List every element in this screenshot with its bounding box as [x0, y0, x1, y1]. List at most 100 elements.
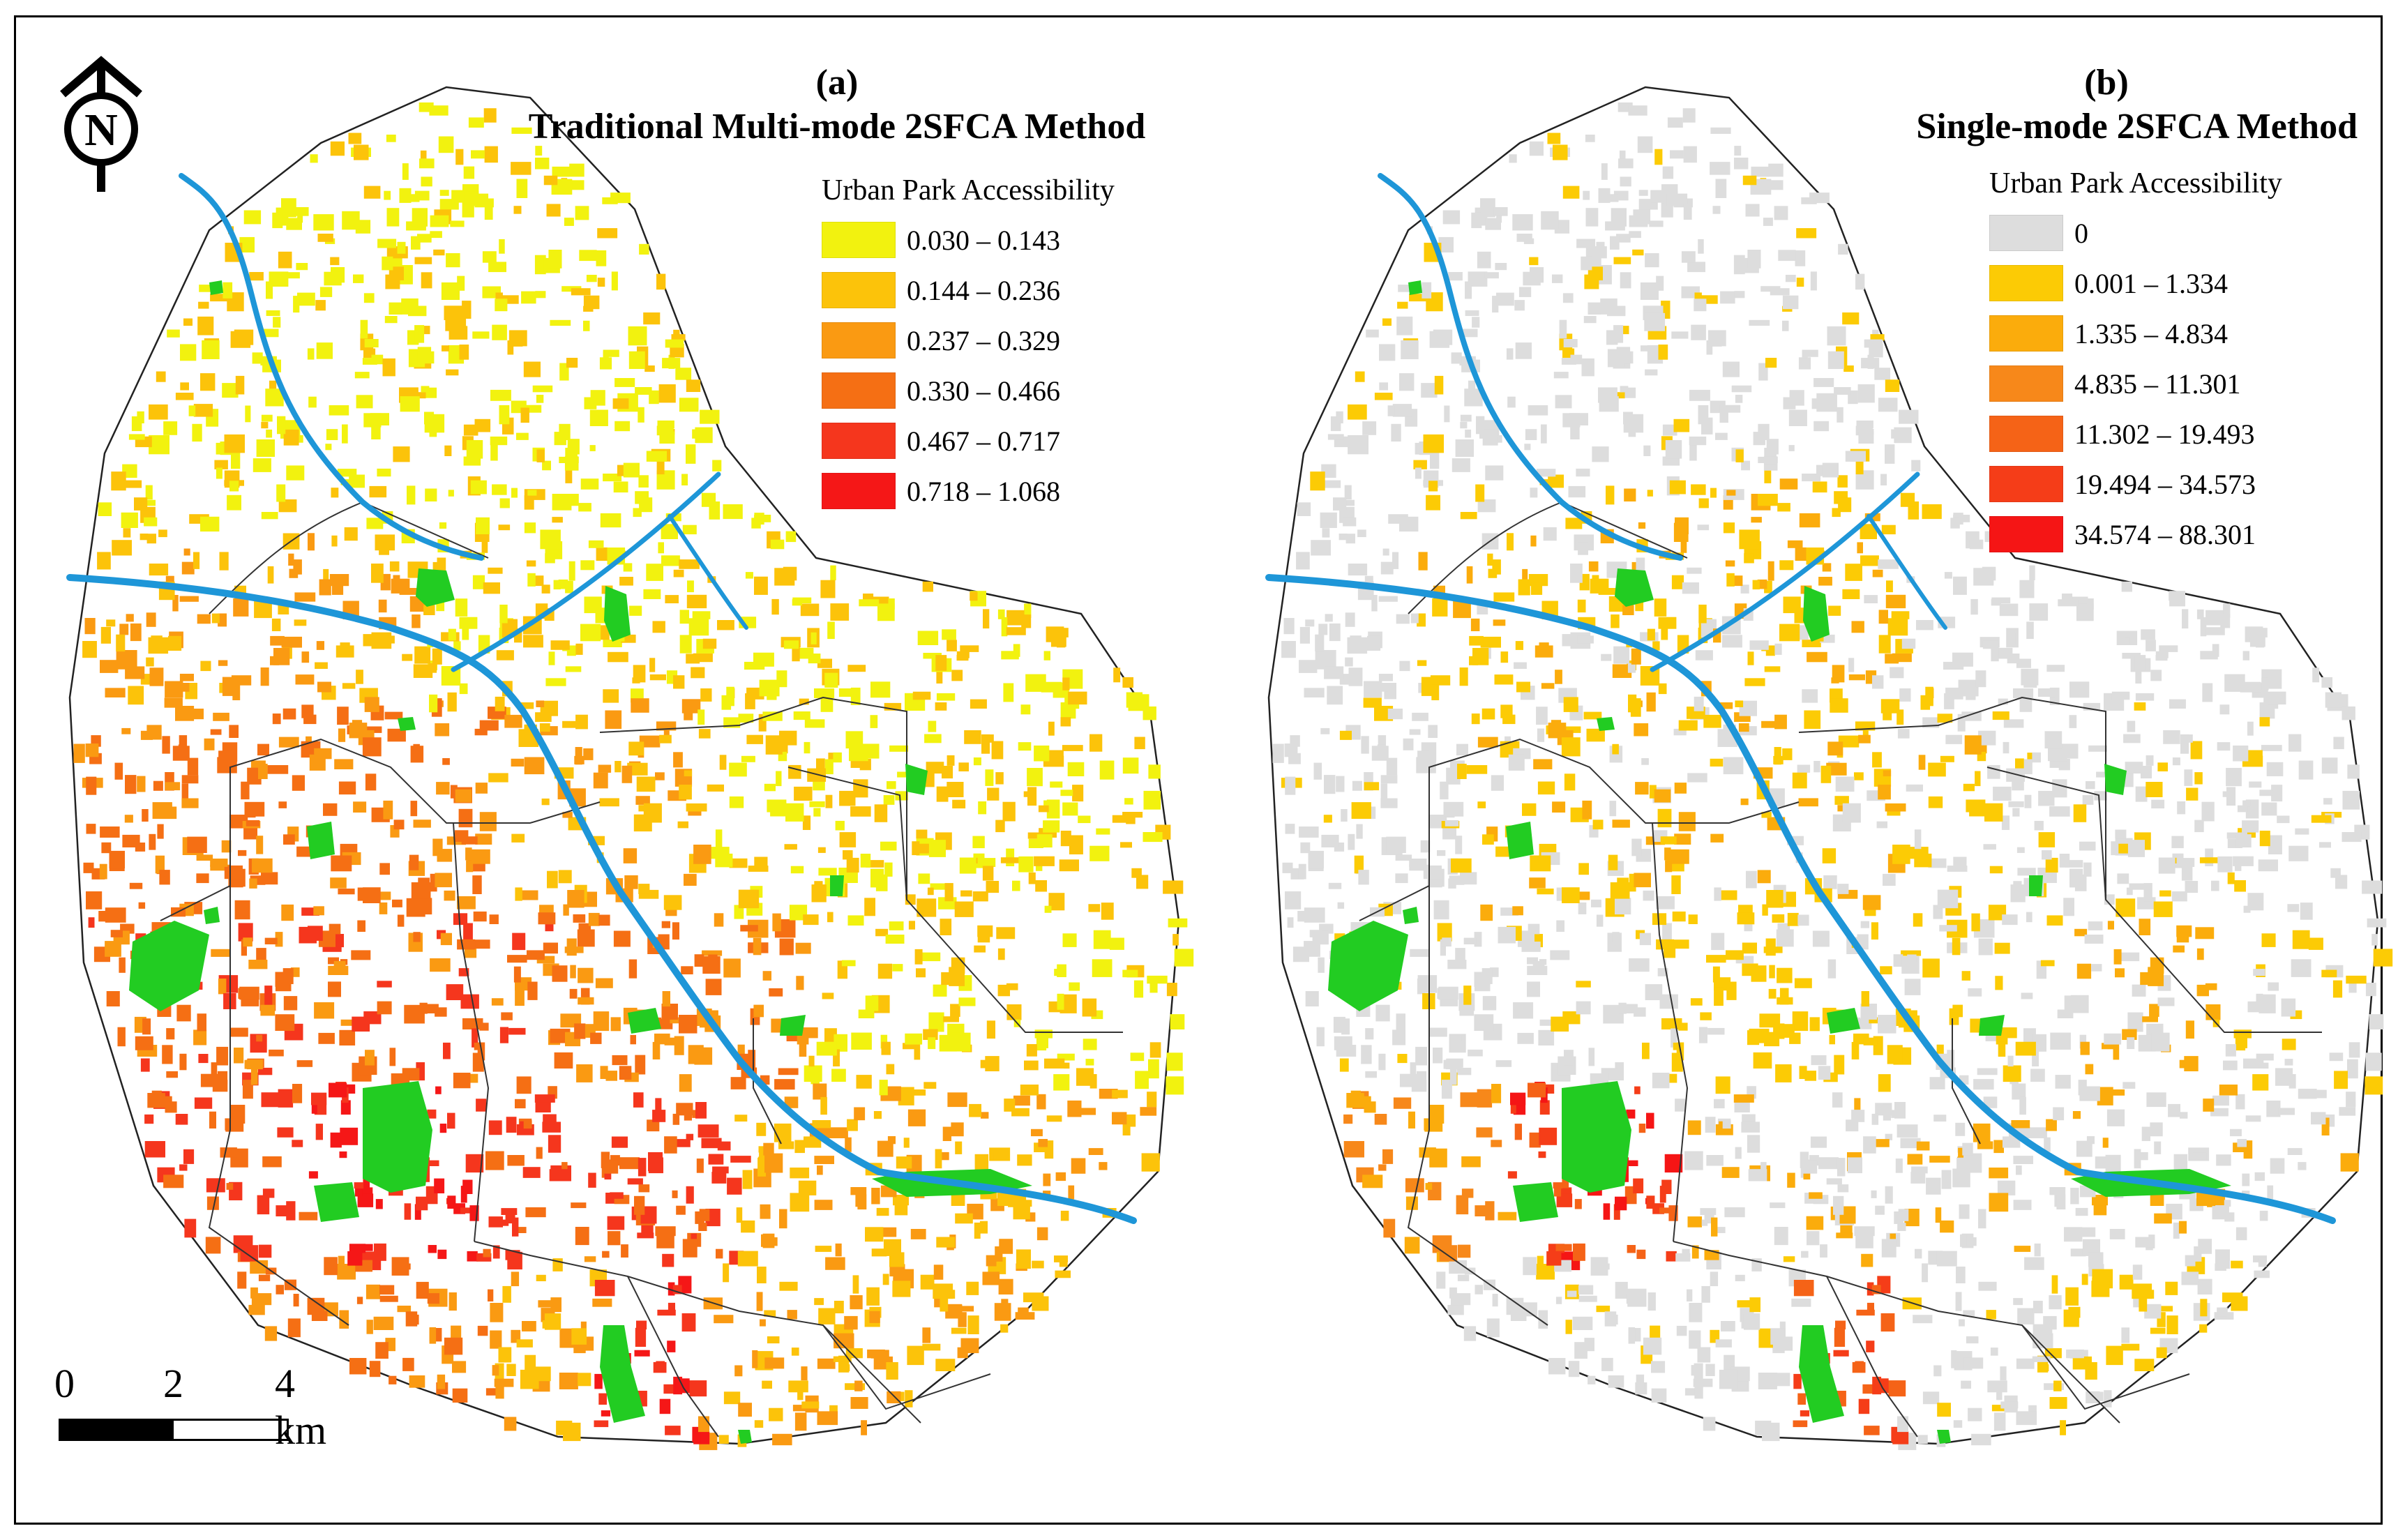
building-block [1989, 1168, 2009, 1179]
building-block [1968, 988, 1982, 997]
building-block [1749, 640, 1769, 650]
building-block [504, 1417, 517, 1431]
building-block [2210, 1108, 2229, 1117]
building-block [1797, 914, 1809, 926]
building-block [2266, 762, 2284, 776]
building-block [134, 497, 148, 511]
building-block [742, 1170, 753, 1189]
building-block [1826, 1178, 1842, 1185]
building-block [1601, 654, 1612, 661]
building-block [2139, 919, 2151, 935]
building-block [1380, 561, 1394, 575]
building-block [2038, 790, 2055, 806]
building-block [1928, 858, 1947, 868]
building-block [1687, 567, 1702, 574]
building-block [997, 948, 1005, 960]
building-block [737, 1251, 758, 1267]
building-block [1854, 772, 1864, 780]
building-block [661, 1004, 678, 1020]
building-block [158, 529, 167, 538]
building-block [315, 300, 326, 311]
building-block [571, 288, 591, 296]
building-block [798, 647, 814, 659]
building-block [754, 515, 771, 522]
building-block [357, 1193, 374, 1207]
building-block [1701, 1219, 1708, 1226]
building-block [1682, 108, 1696, 123]
building-block [1893, 954, 1903, 967]
building-block [856, 1075, 872, 1089]
building-block [541, 798, 550, 806]
building-block [196, 854, 213, 861]
building-block [2362, 880, 2383, 894]
building-block [1495, 263, 1507, 271]
building-block [2185, 1255, 2196, 1267]
building-block [1952, 1004, 1963, 1018]
building-block [495, 1383, 504, 1399]
building-block [817, 658, 832, 668]
building-block [1863, 1037, 1878, 1045]
building-block [695, 1102, 707, 1119]
building-block [1811, 1055, 1827, 1066]
building-block [905, 1033, 923, 1045]
building-block [2007, 1055, 2014, 1067]
building-block [2333, 737, 2344, 750]
building-block [1574, 1342, 1588, 1359]
building-block [830, 603, 850, 621]
building-block [833, 1356, 852, 1362]
building-block [1953, 856, 1967, 868]
building-block [2222, 791, 2233, 797]
building-block [859, 599, 880, 607]
building-block [1667, 117, 1683, 128]
building-block [1875, 1205, 1885, 1215]
building-block [634, 1195, 645, 1215]
building-block [597, 278, 605, 287]
building-block [814, 1156, 834, 1164]
building-block [807, 768, 826, 782]
building-block [1722, 1120, 1731, 1129]
building-block [1596, 914, 1604, 927]
building-block [453, 913, 468, 926]
building-block [1510, 1092, 1526, 1105]
building-block [99, 863, 107, 880]
building-block [391, 578, 410, 594]
building-block [757, 1267, 767, 1283]
building-block [179, 1053, 187, 1071]
building-block [1618, 158, 1634, 169]
building-block [393, 446, 410, 462]
building-block [374, 1243, 386, 1261]
building-block [256, 1034, 263, 1042]
building-block [414, 325, 425, 343]
building-block [1509, 154, 1517, 163]
building-block [2091, 1281, 2110, 1297]
building-block [1887, 808, 1901, 816]
building-block [499, 498, 510, 508]
building-block [1897, 729, 1910, 739]
building-block [565, 469, 573, 483]
building-block [2245, 1115, 2261, 1122]
building-block [193, 552, 200, 569]
building-block [250, 1260, 269, 1274]
building-block [2037, 688, 2056, 697]
building-block [354, 1185, 363, 1197]
building-block [1021, 614, 1032, 628]
building-block [463, 923, 473, 943]
building-block [1618, 1002, 1627, 1014]
building-block [1529, 877, 1546, 889]
building-block [1671, 1028, 1677, 1048]
building-block [1548, 1358, 1566, 1375]
building-block [463, 424, 478, 436]
scale-bar-black [61, 1421, 174, 1439]
building-block [1487, 553, 1493, 566]
building-block [1842, 589, 1860, 599]
building-block [1099, 1162, 1108, 1170]
building-block [135, 1036, 153, 1050]
building-block [1691, 484, 1706, 495]
building-block [1827, 741, 1843, 756]
building-block [1592, 820, 1604, 830]
building-block [1163, 880, 1184, 894]
building-block [2263, 1062, 2269, 1069]
building-block [1324, 666, 1344, 679]
building-block [2181, 1271, 2199, 1285]
building-block [1112, 1112, 1127, 1125]
